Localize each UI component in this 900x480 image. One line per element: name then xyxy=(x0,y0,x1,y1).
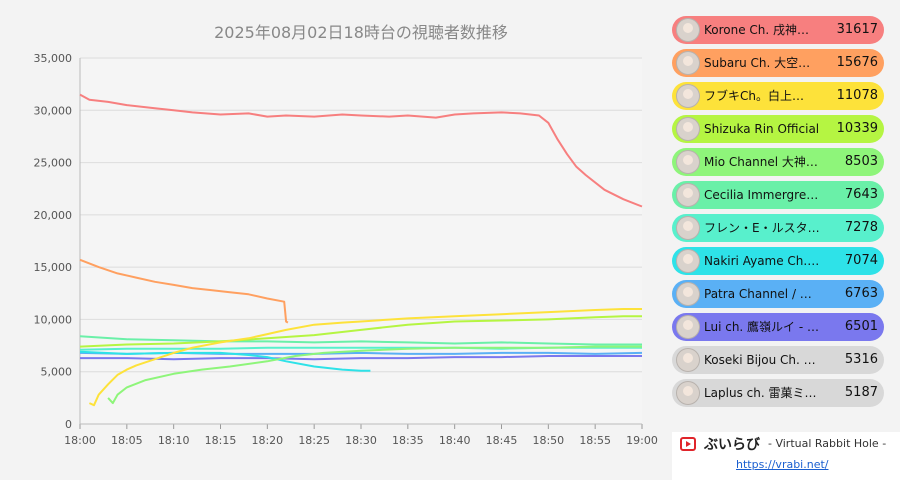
legend-item-value: 5316 xyxy=(844,352,878,367)
avatar xyxy=(676,249,700,273)
x-tick-label: 18:50 xyxy=(532,434,564,447)
brand-name: ぶいらび xyxy=(704,437,760,453)
avatar xyxy=(676,18,700,42)
legend-item-name: Patra Channel / 周… xyxy=(704,287,822,301)
legend-item-name: Subaru Ch. 大空… xyxy=(704,56,811,70)
legend-item-value: 15676 xyxy=(836,55,878,70)
legend-item-name: フブキCh。白上… xyxy=(704,89,804,103)
legend-item-name: Shizuka Rin Official xyxy=(704,122,820,136)
legend-item[interactable]: フレン・E・ルスタ… 7278 xyxy=(672,214,884,242)
x-tick-label: 18:45 xyxy=(486,434,518,447)
avatar xyxy=(676,216,700,240)
legend-item-name: Lui ch. 鷹嶺ルイ - … xyxy=(704,320,820,334)
series-line xyxy=(79,315,642,348)
x-tick-label: 18:40 xyxy=(439,434,471,447)
legend-item[interactable]: Korone Ch. 戌神… 31617 xyxy=(672,16,884,44)
y-tick-label: 10,000 xyxy=(34,313,73,326)
avatar xyxy=(676,150,700,174)
avatar xyxy=(676,315,700,339)
legend: Korone Ch. 戌神… 31617 Subaru Ch. 大空… 15676 フブ… xyxy=(672,16,884,432)
legend-item-value: 8503 xyxy=(844,154,878,169)
series-line xyxy=(79,258,289,324)
legend-item-name: Nakiri Ayame Ch. … xyxy=(704,254,822,268)
avatar xyxy=(676,51,700,75)
legend-item-value: 10339 xyxy=(836,121,878,136)
y-tick-label: 20,000 xyxy=(34,209,73,222)
avatar xyxy=(676,381,700,405)
plot-area xyxy=(80,58,642,424)
legend-item-name: フレン・E・ルスタ… xyxy=(704,221,820,235)
legend-item-name: Cecilia Immergree… xyxy=(704,188,822,202)
legend-item[interactable]: Nakiri Ayame Ch. … 7074 xyxy=(672,247,884,275)
legend-item-value: 31617 xyxy=(836,22,878,37)
legend-item[interactable]: フブキCh。白上… 11078 xyxy=(672,82,884,110)
x-tick-label: 19:00 xyxy=(626,434,658,447)
series-line xyxy=(79,335,642,346)
legend-item[interactable]: Shizuka Rin Official 10339 xyxy=(672,115,884,143)
legend-item-value: 7074 xyxy=(844,253,878,268)
legend-item[interactable]: Mio Channel 大神… 8503 xyxy=(672,148,884,176)
avatar xyxy=(676,117,700,141)
brand-link[interactable]: https://vrabi.net/ xyxy=(736,458,829,471)
x-tick-label: 18:20 xyxy=(251,434,283,447)
y-tick-label: 25,000 xyxy=(34,157,73,170)
x-tick-label: 18:30 xyxy=(345,434,377,447)
avatar xyxy=(676,348,700,372)
legend-item[interactable]: Patra Channel / 周… 6763 xyxy=(672,280,884,308)
series-line xyxy=(79,93,643,208)
x-tick-label: 18:55 xyxy=(579,434,611,447)
y-tick-label: 15,000 xyxy=(34,261,73,274)
brand-footer: ぶいらび - Virtual Rabbit Hole - https://vra… xyxy=(672,432,900,480)
legend-item-value: 7643 xyxy=(844,187,878,202)
y-tick-label: 35,000 xyxy=(34,52,73,65)
brand-tagline: - Virtual Rabbit Hole - xyxy=(768,437,887,450)
series-line xyxy=(80,355,642,361)
legend-item[interactable]: Subaru Ch. 大空… 15676 xyxy=(672,49,884,77)
legend-item[interactable]: Lui ch. 鷹嶺ルイ - … 6501 xyxy=(672,313,884,341)
legend-item-name: Laplus ch. 雷菓ミラ… xyxy=(704,386,822,400)
legend-item-value: 11078 xyxy=(836,88,878,103)
legend-item-value: 5187 xyxy=(844,385,878,400)
play-logo-icon xyxy=(680,437,696,451)
series-line xyxy=(88,308,642,407)
avatar xyxy=(676,282,700,306)
x-tick-label: 18:10 xyxy=(158,434,190,447)
legend-item-value: 6501 xyxy=(844,319,878,334)
chart-title: 2025年08月02日18時台の視聴者数推移 xyxy=(214,23,508,42)
legend-item-value: 7278 xyxy=(844,220,878,235)
x-tick-label: 18:35 xyxy=(392,434,424,447)
legend-item-name: Mio Channel 大神… xyxy=(704,155,818,169)
legend-item-value: 6763 xyxy=(844,286,878,301)
x-tick-label: 18:00 xyxy=(64,434,96,447)
y-tick-label: 30,000 xyxy=(34,104,73,117)
series-line xyxy=(107,345,642,405)
legend-item[interactable]: Cecilia Immergree… 7643 xyxy=(672,181,884,209)
avatar xyxy=(676,84,700,108)
chart-svg: 2025年08月02日18時台の視聴者数推移 0 5,000 10,000 15,000… xyxy=(34,23,658,447)
legend-item-name: Koseki Bijou Ch. h… xyxy=(704,353,822,367)
legend-item[interactable]: Laplus ch. 雷菓ミラ… 5187 xyxy=(672,379,884,407)
y-tick-label: 5,000 xyxy=(41,366,73,379)
legend-item-name: Korone Ch. 戌神… xyxy=(704,23,810,37)
series-line xyxy=(79,350,371,372)
avatar xyxy=(676,183,700,207)
x-tick-label: 18:15 xyxy=(205,434,237,447)
y-tick-label: 0 xyxy=(65,418,72,431)
x-tick-label: 18:25 xyxy=(298,434,330,447)
legend-item[interactable]: Koseki Bijou Ch. h… 5316 xyxy=(672,346,884,374)
x-tick-label: 18:05 xyxy=(111,434,143,447)
